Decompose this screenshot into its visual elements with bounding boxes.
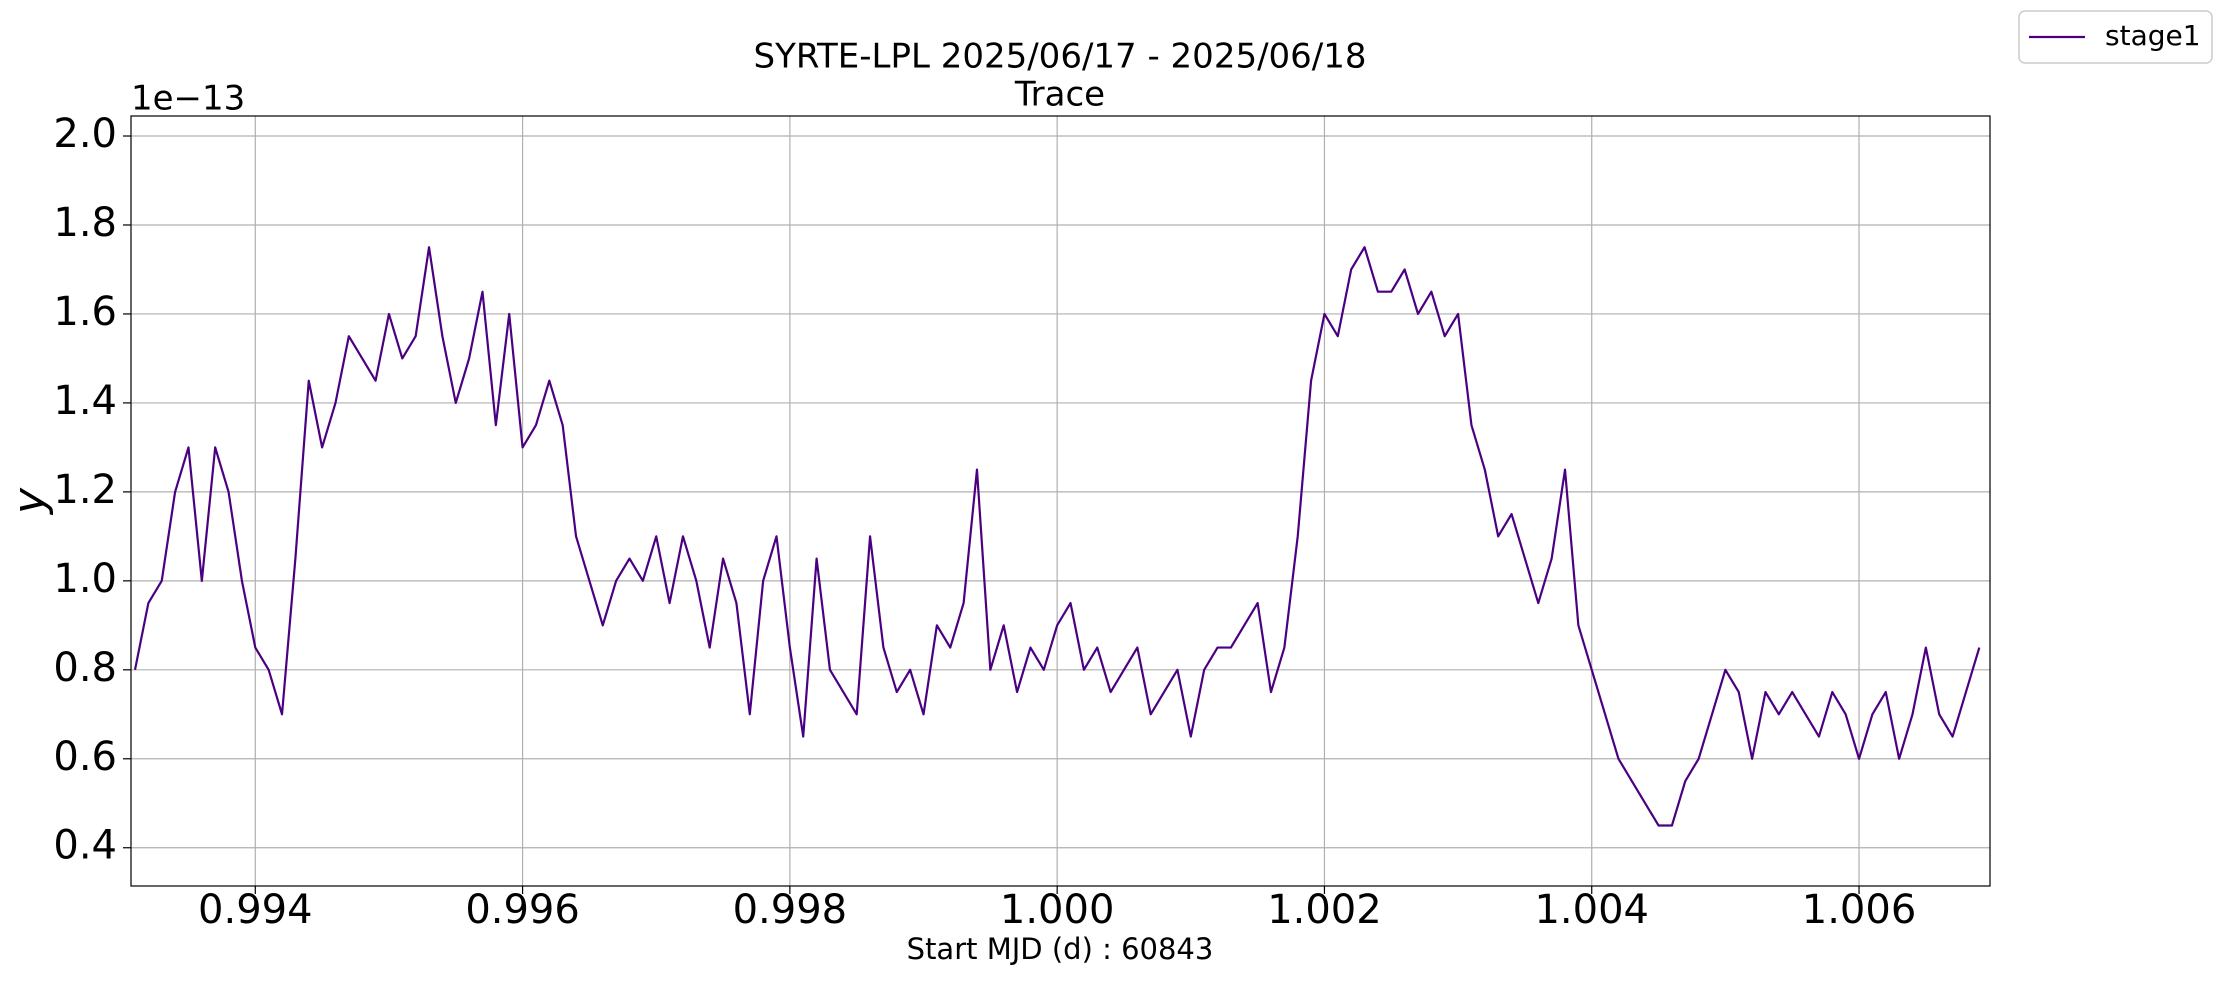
- x-tick-label: 0.998: [733, 887, 848, 933]
- plot-frame: [130, 115, 1991, 887]
- x-tick-label: 1.000: [1000, 887, 1115, 933]
- chart-subtitle: Trace: [1014, 75, 1105, 115]
- x-tick-label: 0.996: [465, 887, 580, 933]
- legend-box: [2018, 10, 2213, 64]
- y-tick-label: 1.4: [53, 378, 117, 424]
- legend-label: stage1: [2105, 19, 2201, 52]
- chart-title: SYRTE-LPL 2025/06/17 - 2025/06/18: [753, 37, 1366, 77]
- y-offset-text: 1e−13: [131, 79, 245, 119]
- y-tick-label: 1.2: [53, 467, 117, 513]
- y-tick-label: 0.4: [53, 823, 117, 869]
- y-tick-label: 0.6: [53, 734, 117, 780]
- y-tick-label: 1.8: [53, 200, 117, 246]
- x-tick-label: 1.006: [1802, 887, 1917, 933]
- y-tick-label: 1.0: [53, 556, 117, 602]
- y-tick-label: 0.8: [53, 645, 117, 691]
- y-axis-label: y: [4, 487, 55, 516]
- x-tick-label: 1.002: [1267, 887, 1382, 933]
- x-tick-label: 1.004: [1534, 887, 1649, 933]
- x-axis-label: Start MJD (d) : 60843: [907, 932, 1214, 966]
- x-tick-label: 0.994: [198, 887, 313, 933]
- y-tick-label: 2.0: [53, 111, 117, 157]
- data-line: [133, 246, 1981, 827]
- y-tick-label: 1.6: [53, 289, 117, 335]
